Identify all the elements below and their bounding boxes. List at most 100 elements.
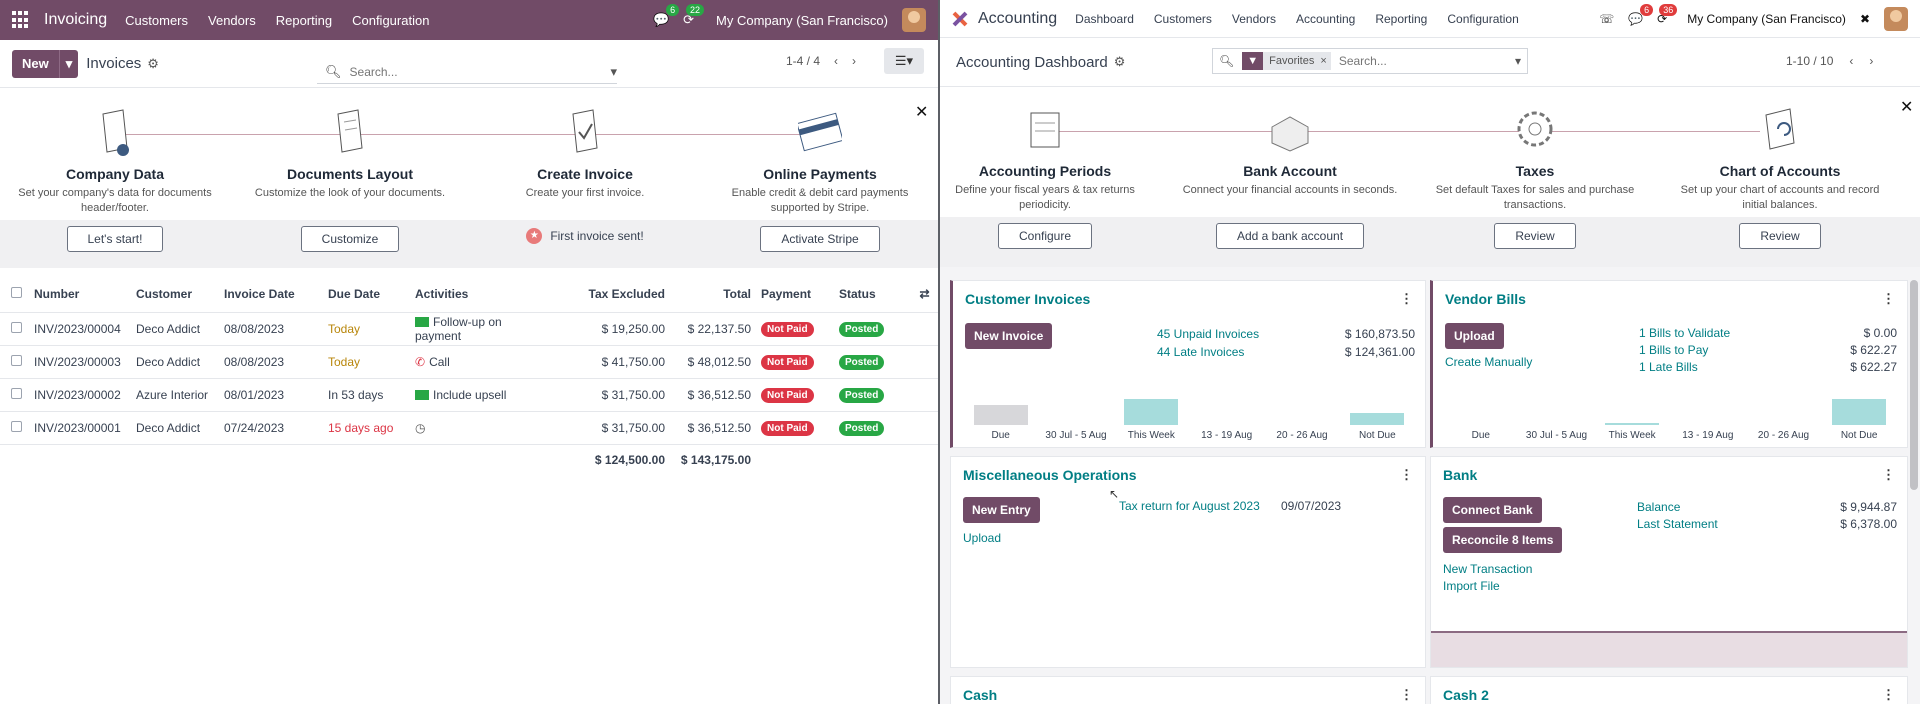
bank-balance-graph[interactable]: [1431, 631, 1907, 667]
menu-vendors[interactable]: Vendors: [1231, 11, 1276, 26]
unpaid-invoices-link[interactable]: 45 Unpaid Invoices: [1157, 327, 1260, 341]
new-invoice-button[interactable]: New Invoice: [965, 323, 1053, 349]
company-switcher[interactable]: My Company (San Francisco): [1687, 11, 1846, 26]
kebab-menu-icon[interactable]: ⋮: [1400, 687, 1413, 702]
chevron-right-icon[interactable]: ›: [1869, 54, 1874, 68]
avatar[interactable]: [1884, 6, 1908, 31]
kebab-menu-icon[interactable]: ⋮: [1882, 291, 1895, 306]
activity-icon[interactable]: [415, 390, 429, 401]
graph-bar[interactable]: [973, 405, 1028, 425]
col-due-date[interactable]: Due Date: [328, 276, 415, 313]
upload-link[interactable]: Upload: [963, 531, 1002, 545]
col-number[interactable]: Number: [34, 276, 136, 313]
search-bar[interactable]: 🔍︎ ▾: [317, 60, 617, 84]
card-title[interactable]: Miscellaneous Operations: [963, 467, 1137, 483]
graph-bar[interactable]: [1350, 412, 1405, 425]
chevron-left-icon[interactable]: ‹: [834, 54, 839, 68]
favorites-facet[interactable]: ▼ Favorites ×: [1242, 52, 1331, 70]
company-switcher[interactable]: My Company (San Francisco): [716, 12, 888, 28]
graph-bar[interactable]: [1605, 423, 1660, 425]
col-status[interactable]: Status: [839, 276, 911, 313]
connect-bank-button[interactable]: Connect Bank: [1443, 497, 1542, 523]
app-name[interactable]: Invoicing: [44, 11, 108, 28]
apps-menu-icon[interactable]: [12, 11, 30, 29]
import-file-link[interactable]: Import File: [1443, 579, 1500, 593]
lets-start-button[interactable]: Let's start!: [66, 226, 164, 252]
last-statement-link[interactable]: Last Statement: [1637, 517, 1718, 531]
chart-review-button[interactable]: Review: [1739, 223, 1821, 249]
invoice-activity[interactable]: Include upsell: [415, 378, 535, 412]
avatar[interactable]: [902, 8, 926, 32]
row-checkbox[interactable]: [11, 354, 22, 366]
search-input[interactable]: [1338, 54, 1507, 68]
kebab-menu-icon[interactable]: ⋮: [1882, 687, 1895, 702]
clock-icon[interactable]: ◷: [415, 420, 426, 435]
invoices-graph[interactable]: Due 30 Jul - 5 Aug This Week 13 - 19 Aug 20 …: [963, 381, 1415, 441]
row-checkbox[interactable]: [11, 321, 22, 333]
graph-bar[interactable]: [1124, 398, 1179, 425]
kebab-menu-icon[interactable]: ⋮: [1882, 467, 1895, 482]
invoice-activity[interactable]: ◷: [415, 411, 535, 445]
table-row[interactable]: INV/2023/00003 Deco Addict 08/08/2023 To…: [0, 345, 938, 379]
kebab-menu-icon[interactable]: ⋮: [1400, 467, 1413, 482]
activity-clock-icon[interactable]: ⟳ 36: [1657, 3, 1678, 26]
phone-icon[interactable]: ✆: [415, 354, 426, 369]
graph-bar[interactable]: [1832, 398, 1887, 425]
search-input[interactable]: [349, 64, 611, 79]
configure-button[interactable]: Configure: [997, 223, 1093, 249]
pager-value[interactable]: 1-4 / 4: [786, 54, 821, 68]
new-button[interactable]: New ▾: [12, 49, 79, 78]
select-all-checkbox[interactable]: [11, 286, 22, 298]
activity-icon[interactable]: [415, 317, 429, 328]
search-options-icon[interactable]: ▾: [1514, 54, 1521, 68]
bills-to-pay-link[interactable]: 1 Bills to Pay: [1639, 343, 1709, 357]
menu-reporting[interactable]: Reporting: [275, 12, 333, 28]
new-transaction-link[interactable]: New Transaction: [1443, 562, 1533, 576]
kebab-menu-icon[interactable]: ⋮: [1400, 291, 1413, 306]
card-title[interactable]: Vendor Bills: [1445, 291, 1526, 307]
phone-icon[interactable]: ☏: [1599, 11, 1615, 26]
table-row[interactable]: INV/2023/00002 Azure Interior 08/01/2023…: [0, 378, 938, 412]
row-checkbox[interactable]: [11, 420, 22, 432]
menu-reporting[interactable]: Reporting: [1375, 11, 1428, 26]
bills-graph[interactable]: Due 30 Jul - 5 Aug This Week 13 - 19 Aug 20 …: [1443, 381, 1897, 441]
pager-value[interactable]: 1-10 / 10: [1786, 54, 1834, 68]
card-title[interactable]: Bank: [1443, 467, 1478, 483]
app-name[interactable]: Accounting: [978, 9, 1058, 27]
new-entry-button[interactable]: New Entry: [963, 497, 1040, 523]
create-manually-link[interactable]: Create Manually: [1445, 355, 1533, 369]
close-icon[interactable]: ✕: [1900, 99, 1914, 116]
col-tax-excluded[interactable]: Tax Excluded: [535, 276, 665, 313]
customize-button[interactable]: Customize: [300, 226, 400, 252]
menu-dashboard[interactable]: Dashboard: [1075, 11, 1134, 26]
close-icon[interactable]: ✕: [915, 104, 929, 121]
bills-to-validate-link[interactable]: 1 Bills to Validate: [1639, 326, 1731, 340]
odoo-logo-icon[interactable]: [952, 11, 968, 27]
activate-stripe-button[interactable]: Activate Stripe: [760, 226, 880, 252]
table-row[interactable]: INV/2023/00001 Deco Addict 07/24/2023 15…: [0, 411, 938, 445]
table-row[interactable]: INV/2023/00004 Deco Addict 08/08/2023 To…: [0, 312, 938, 346]
row-checkbox[interactable]: [11, 387, 22, 399]
view-switcher[interactable]: ☰▾: [884, 48, 924, 74]
gear-icon[interactable]: ⚙: [147, 55, 159, 71]
debug-tools-icon[interactable]: ✖: [1859, 11, 1870, 26]
chevron-right-icon[interactable]: ›: [852, 54, 857, 68]
gear-icon[interactable]: ⚙: [1113, 54, 1126, 69]
menu-vendors[interactable]: Vendors: [208, 12, 256, 28]
col-invoice-date[interactable]: Invoice Date: [224, 276, 328, 313]
upload-button[interactable]: Upload: [1445, 323, 1504, 349]
chevron-down-icon[interactable]: ▾: [58, 49, 79, 78]
scrollbar[interactable]: [1910, 280, 1918, 490]
menu-customers[interactable]: Customers: [1153, 11, 1212, 26]
chat-icon[interactable]: 💬 6: [1628, 3, 1654, 26]
tax-return-link[interactable]: Tax return for August 2023: [1119, 499, 1260, 513]
remove-facet-icon[interactable]: ×: [1320, 55, 1327, 67]
invoice-activity[interactable]: ✆ Call: [415, 345, 535, 379]
search-bar[interactable]: 🔍︎ ▼ Favorites × ▾: [1212, 48, 1528, 74]
col-total[interactable]: Total: [665, 276, 757, 313]
menu-configuration[interactable]: Configuration: [1447, 11, 1519, 26]
late-invoices-link[interactable]: 44 Late Invoices: [1157, 345, 1245, 359]
col-customer[interactable]: Customer: [136, 276, 224, 313]
card-title[interactable]: Cash 2: [1443, 687, 1489, 703]
chevron-left-icon[interactable]: ‹: [1849, 54, 1854, 68]
